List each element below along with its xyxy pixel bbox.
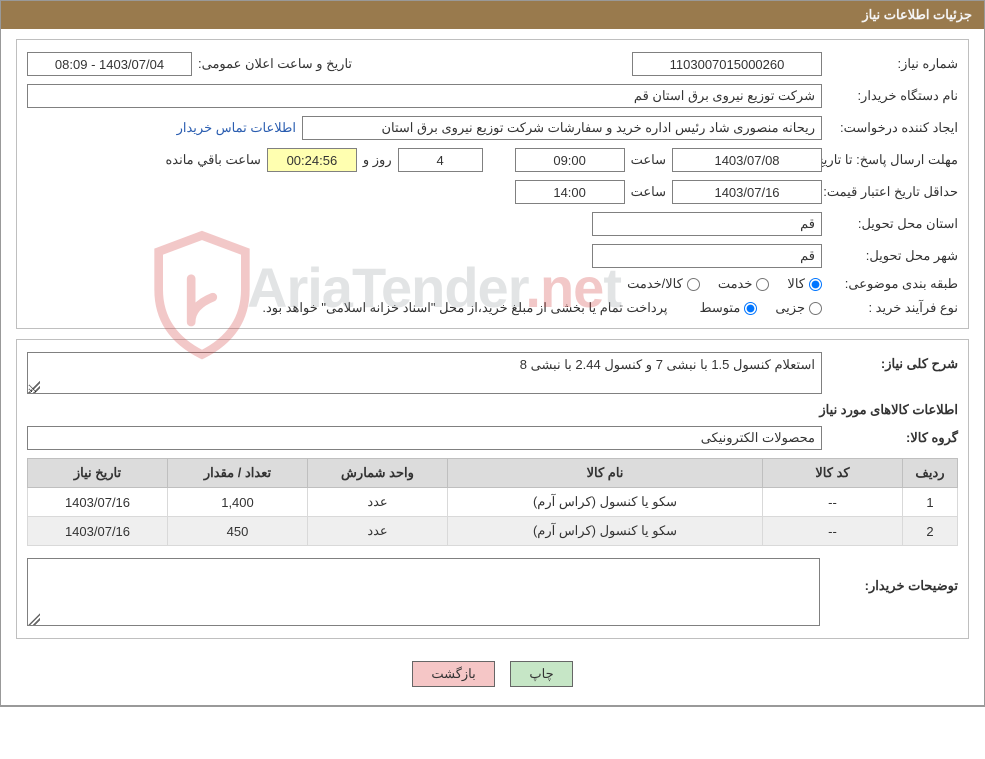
table-row: 2 -- سکو یا کنسول (کراس آرم) عدد 450 140… [28,517,958,546]
info-section: AriaTender.net شماره نیاز: 1103007015000… [16,39,969,329]
announce-field: 1403/07/04 - 08:09 [27,52,192,76]
row-group: گروه کالا: محصولات الکترونیکی [27,426,958,450]
radio-goods-label: کالا [787,276,805,292]
th-qty: تعداد / مقدار [168,459,308,488]
purchase-type-label: نوع فرآیند خرید : [828,300,958,316]
need-number-field: 1103007015000260 [632,52,822,76]
validity-time-label: ساعت [631,184,666,200]
items-table: ردیف کد کالا نام کالا واحد شمارش تعداد /… [27,458,958,546]
overall-desc-label: شرح کلی نیاز: [828,352,958,372]
buyer-desc-textarea[interactable] [27,558,820,626]
days-and-label: روز و [363,152,392,168]
group-field: محصولات الکترونیکی [27,426,822,450]
items-title: اطلاعات کالاهای مورد نیاز [27,402,958,418]
row-validity: حداقل تاریخ اعتبار قیمت: تا تاریخ: 1403/… [27,180,958,204]
countdown-suffix: ساعت باقي مانده [165,152,260,168]
cell-unit: عدد [308,517,448,546]
cell-date: 1403/07/16 [28,488,168,517]
table-body: 1 -- سکو یا کنسول (کراس آرم) عدد 1,400 1… [28,488,958,546]
cell-unit: عدد [308,488,448,517]
deadline-label: مهلت ارسال پاسخ: تا تاریخ: [828,152,958,169]
table-row: 1 -- سکو یا کنسول (کراس آرم) عدد 1,400 1… [28,488,958,517]
overall-desc-text: استعلام کنسول 1.5 با نبشی 7 و کنسول 2.44… [520,357,815,372]
row-purchase-type: نوع فرآیند خرید : جزیی متوسط پرداخت تمام… [27,300,958,316]
footer-divider [1,705,984,706]
cell-code: -- [763,517,903,546]
requester-label: ایجاد کننده درخواست: [828,120,958,136]
validity-time-field: 14:00 [515,180,625,204]
resize-handle-icon[interactable] [28,613,40,625]
cell-code: -- [763,488,903,517]
th-row: ردیف [903,459,958,488]
delivery-city-field: قم [592,244,822,268]
radio-minor[interactable] [809,302,822,315]
th-date: تاریخ نیاز [28,459,168,488]
radio-medium-label: متوسط [699,300,740,316]
page-wrapper: جزئیات اطلاعات نیاز AriaTender.net شماره… [0,0,985,707]
announce-label: تاریخ و ساعت اعلان عمومی: [198,56,352,72]
header-bar: جزئیات اطلاعات نیاز [1,1,984,29]
days-field: 4 [398,148,483,172]
overall-desc-box[interactable]: استعلام کنسول 1.5 با نبشی 7 و کنسول 2.44… [27,352,822,394]
countdown-field: 00:24:56 [267,148,357,172]
deadline-date-field: 1403/07/08 [672,148,822,172]
radio-service-label: خدمت [718,276,753,292]
th-code: کد کالا [763,459,903,488]
row-requester: ایجاد کننده درخواست: ریحانه منصوری شاد ر… [27,116,958,140]
back-button[interactable]: بازگشت [412,661,494,687]
cell-date: 1403/07/16 [28,517,168,546]
print-button[interactable]: چاپ [510,661,572,687]
subject-class-label: طبقه بندی موضوعی: [828,276,958,292]
need-number-label: شماره نیاز: [828,56,958,72]
delivery-city-label: شهر محل تحویل: [828,248,958,264]
requester-field: ریحانه منصوری شاد رئیس اداره خرید و سفار… [302,116,822,140]
cell-qty: 1,400 [168,488,308,517]
buyer-org-field: شرکت توزیع نیروی برق استان قم [27,84,822,108]
group-label: گروه کالا: [828,430,958,446]
delivery-province-field: قم [592,212,822,236]
purchase-type-radios: جزیی متوسط [699,300,822,316]
buyer-contact-link[interactable]: اطلاعات تماس خریدار [177,120,296,136]
validity-date-field: 1403/07/16 [672,180,822,204]
need-section: شرح کلی نیاز: استعلام کنسول 1.5 با نبشی … [16,339,969,639]
cell-qty: 450 [168,517,308,546]
cell-name: سکو یا کنسول (کراس آرم) [448,517,763,546]
radio-minor-label: جزیی [775,300,805,316]
radio-goods-service[interactable] [687,278,700,291]
cell-row: 2 [903,517,958,546]
row-need-number: شماره نیاز: 1103007015000260 تاریخ و ساع… [27,52,958,76]
delivery-province-label: استان محل تحویل: [828,216,958,232]
th-unit: واحد شمارش [308,459,448,488]
radio-service[interactable] [756,278,769,291]
resize-handle-icon[interactable] [28,381,40,393]
row-buyer-desc: توضیحات خریدار: [27,558,958,626]
radio-goods-service-label: کالا/خدمت [627,276,683,292]
header-title: جزئیات اطلاعات نیاز [862,7,972,22]
row-delivery-city: شهر محل تحویل: قم [27,244,958,268]
th-name: نام کالا [448,459,763,488]
row-overall-desc: شرح کلی نیاز: استعلام کنسول 1.5 با نبشی … [27,352,958,394]
buyer-desc-label: توضیحات خریدار: [828,558,958,594]
row-deadline: مهلت ارسال پاسخ: تا تاریخ: 1403/07/08 سا… [27,148,958,172]
validity-label: حداقل تاریخ اعتبار قیمت: تا تاریخ: [828,184,958,201]
button-bar: چاپ بازگشت [1,649,984,705]
deadline-time-field: 09:00 [515,148,625,172]
subject-class-radios: کالا خدمت کالا/خدمت [627,276,822,292]
row-buyer-org: نام دستگاه خریدار: شرکت توزیع نیروی برق … [27,84,958,108]
purchase-note: پرداخت تمام یا بخشی از مبلغ خرید،از محل … [262,300,667,316]
table-header-row: ردیف کد کالا نام کالا واحد شمارش تعداد /… [28,459,958,488]
radio-goods[interactable] [809,278,822,291]
cell-row: 1 [903,488,958,517]
row-delivery-province: استان محل تحویل: قم [27,212,958,236]
deadline-time-label: ساعت [631,152,666,168]
buyer-org-label: نام دستگاه خریدار: [828,88,958,104]
cell-name: سکو یا کنسول (کراس آرم) [448,488,763,517]
row-subject-class: طبقه بندی موضوعی: کالا خدمت کالا/خدمت [27,276,958,292]
radio-medium[interactable] [744,302,757,315]
